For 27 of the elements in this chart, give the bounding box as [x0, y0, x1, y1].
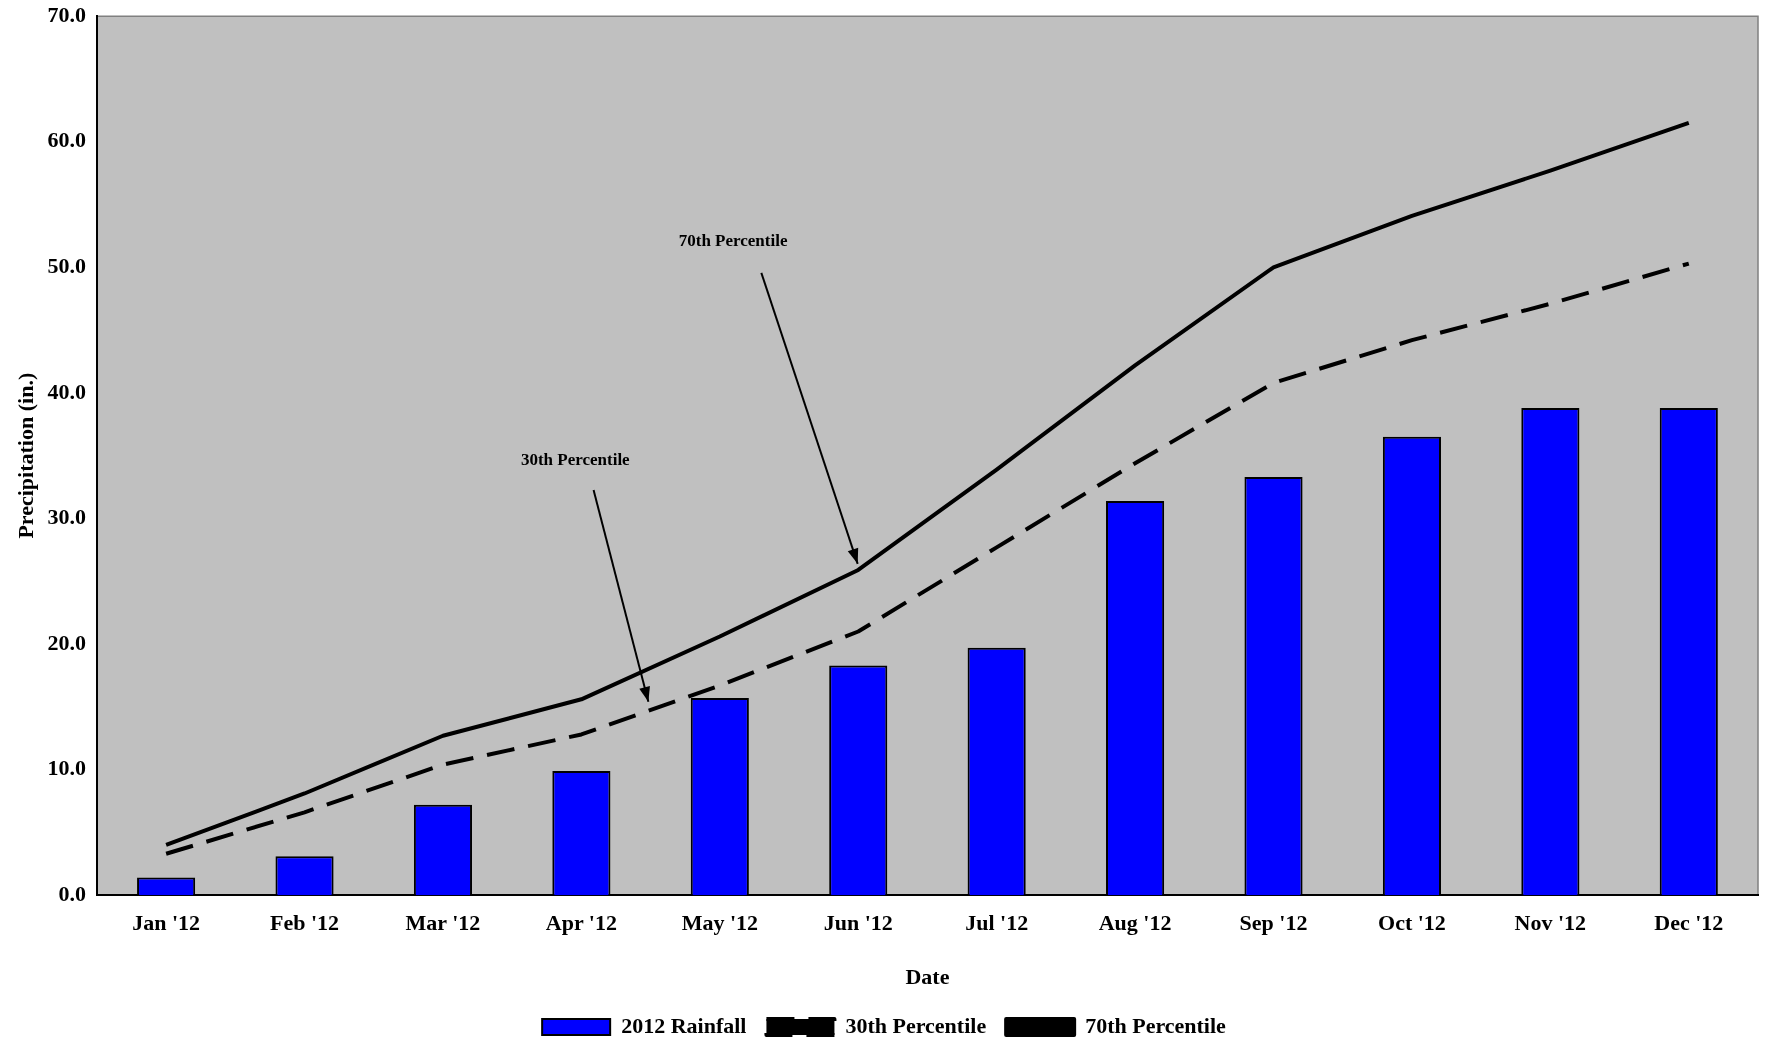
- x-tick-label: Jan '12: [132, 910, 201, 936]
- x-tick-label: Nov '12: [1514, 910, 1587, 936]
- legend-label: 2012 Rainfall: [621, 1012, 747, 1038]
- y-tick-label: 70.0: [47, 1, 86, 27]
- x-axis-title: Date: [905, 964, 950, 990]
- y-tick-label: 10.0: [47, 755, 86, 781]
- x-tick-label: Sep '12: [1239, 910, 1308, 936]
- x-tick-label: Apr '12: [545, 910, 617, 936]
- y-tick-label: 50.0: [47, 253, 86, 279]
- annotation: 70th Percentile: [678, 231, 788, 251]
- annotation: 30th Percentile: [520, 450, 631, 470]
- y-tick-label: 0.0: [58, 880, 86, 906]
- x-tick-label: Jun '12: [823, 910, 893, 936]
- y-tick-label: 30.0: [47, 504, 86, 530]
- y-tick-label: 40.0: [47, 378, 86, 404]
- x-tick-label: Jul '12: [965, 910, 1029, 936]
- legend-label: 30th Percentile: [845, 1012, 987, 1038]
- x-tick-label: May '12: [681, 910, 759, 936]
- x-tick-label: Mar '12: [405, 910, 481, 936]
- y-tick-label: 60.0: [47, 127, 86, 153]
- x-tick-label: Dec '12: [1654, 910, 1724, 936]
- legend-label: 70th Percentile: [1085, 1012, 1227, 1038]
- x-tick-label: Aug '12: [1098, 910, 1172, 936]
- y-tick-label: 20.0: [47, 629, 86, 655]
- x-tick-label: Feb '12: [270, 910, 340, 936]
- x-tick-label: Oct '12: [1378, 910, 1446, 936]
- y-axis-title: Precipitation (in.): [12, 372, 38, 539]
